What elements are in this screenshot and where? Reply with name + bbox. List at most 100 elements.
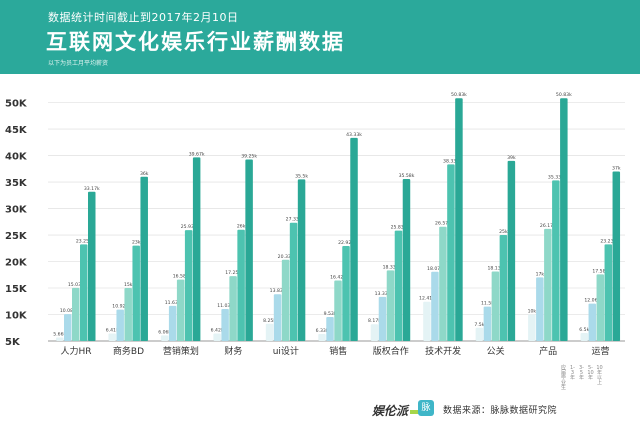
bar: [80, 244, 88, 341]
bar: [221, 309, 229, 341]
data-label: 16.58k: [173, 274, 189, 280]
data-label: 6.33k: [316, 328, 329, 334]
x-tick-label: 商务BD: [113, 345, 144, 357]
data-label: 5.66k: [53, 332, 66, 338]
date-subtitle: 数据统计时间截止到2017年2月10日: [48, 11, 239, 24]
data-label: 10.08k: [60, 308, 76, 314]
data-label: 17.25k: [225, 270, 241, 276]
data-label: 43.33k: [346, 132, 362, 138]
data-label: 16.42k: [330, 274, 346, 280]
data-label: 39.67k: [189, 151, 205, 157]
data-label: 6.5k: [579, 327, 589, 333]
x-tick-label: 公关: [487, 345, 505, 357]
bar: [273, 294, 282, 341]
data-label: 11.63k: [165, 300, 181, 306]
bar-group: 6.42k 11.03k 17.25k 26k 39.25k: [211, 154, 257, 341]
data-label: 50.83k: [556, 92, 572, 98]
bar: [245, 159, 253, 341]
salary-bar-chart: 5K 10K 15K 20K 25K 30K 35K 40K 45K 50K 5.66k 10.08…: [5, 92, 625, 357]
x-tick-label: 营销策划: [163, 345, 199, 357]
data-label: 10k: [528, 309, 537, 315]
bar: [297, 179, 306, 341]
bar-group: 5.66k 10.08k 15.03k 23.25k 33.17k: [53, 186, 100, 341]
data-label: 11.5k: [481, 301, 494, 307]
data-source: 数据来源：脉脉数据研究院: [443, 406, 558, 416]
bar: [378, 296, 387, 341]
y-tick-label: 5K: [5, 337, 21, 348]
bar: [289, 222, 298, 341]
data-label: 50.83k: [451, 92, 467, 98]
y-axis: 5K 10K 15K 20K 25K 30K 35K 40K 45K 50K: [5, 99, 28, 348]
bar: [588, 303, 597, 341]
bar: [342, 246, 350, 341]
y-tick-label: 35K: [5, 178, 28, 189]
data-label: 23.25k: [76, 238, 92, 244]
bar-group: 7.5k 11.5k 18.13k 25k 39k: [474, 155, 516, 341]
bar: [394, 230, 403, 341]
data-label: 18.07k: [427, 266, 443, 272]
chart-title: 互联网文化娱乐行业薪酬数据: [46, 30, 345, 54]
data-label: 12.41k: [419, 296, 435, 302]
x-tick-label: 版权合作: [373, 345, 409, 357]
bar: [108, 333, 116, 341]
data-label: 18.13k: [487, 265, 503, 271]
bar: [431, 271, 439, 341]
yulunpai-logo: 娱伦派: [372, 402, 425, 419]
legend-entry: 1-3年: [569, 365, 575, 381]
bar-group: 8.25k 13.83k 20.33k 27.33k 35.5k: [263, 173, 308, 341]
data-label: 17.58k: [592, 268, 608, 274]
data-label: 25.83k: [391, 225, 407, 231]
bar: [596, 274, 605, 341]
data-label: 6.42k: [211, 327, 224, 333]
bar: [423, 301, 431, 341]
data-label: 15k: [124, 282, 133, 288]
bar: [326, 317, 334, 341]
data-label: 20.33k: [278, 254, 294, 260]
x-axis: 人力HR 商务BD 营销策划 财务 ui设计 销售 版权合作 技术开发 公关 产品 运营: [60, 345, 609, 357]
bar: [536, 277, 544, 341]
bar: [544, 228, 552, 341]
x-tick-label: 运营: [592, 345, 610, 357]
bar: [140, 176, 148, 341]
bar: [483, 306, 492, 341]
data-label: 9.53k: [324, 311, 337, 317]
y-tick-label: 25K: [5, 231, 28, 242]
bar: [229, 276, 237, 341]
data-label: 11.03k: [217, 303, 233, 309]
bar: [192, 157, 201, 341]
data-label: 26.57k: [435, 221, 451, 227]
bar-group: 12.41k 18.07k 26.57k 38.33k 50.83k: [419, 92, 467, 341]
y-tick-label: 15K: [5, 284, 28, 295]
data-label: 8.17k: [368, 318, 381, 324]
data-label: 39k: [507, 155, 516, 161]
bar: [499, 235, 508, 341]
data-label: 17k: [536, 271, 545, 277]
data-label: 35.33k: [548, 174, 564, 180]
data-label: 12.06k: [584, 298, 600, 304]
x-tick-label: 人力HR: [60, 345, 91, 357]
bar: [560, 98, 568, 341]
bar: [318, 333, 326, 341]
data-label: 13.83k: [270, 288, 286, 294]
data-label: 6.41k: [106, 328, 119, 334]
legend-entry: 3-5年: [578, 365, 584, 381]
x-tick-label: ui设计: [273, 345, 299, 357]
bar-group: 6.41k 10.92k 15k 23k 36k: [106, 171, 149, 341]
bar: [213, 333, 221, 341]
data-label: 35.58k: [399, 173, 415, 179]
y-tick-label: 45K: [5, 125, 28, 136]
data-label: 6.06k: [158, 329, 171, 335]
bar: [124, 288, 132, 341]
data-label: 39.25k: [241, 154, 257, 160]
data-label: 33.17k: [84, 186, 100, 192]
data-label: 26.17k: [540, 223, 556, 229]
data-label: 18.33k: [383, 264, 399, 270]
y-tick-label: 50K: [5, 99, 28, 110]
data-label: 7.5k: [474, 322, 484, 328]
bar: [64, 314, 72, 341]
x-tick-label: 产品: [539, 345, 557, 357]
bar: [168, 305, 177, 341]
bar: [580, 333, 589, 341]
data-label: 15.03k: [68, 282, 84, 288]
bar: [237, 229, 245, 341]
